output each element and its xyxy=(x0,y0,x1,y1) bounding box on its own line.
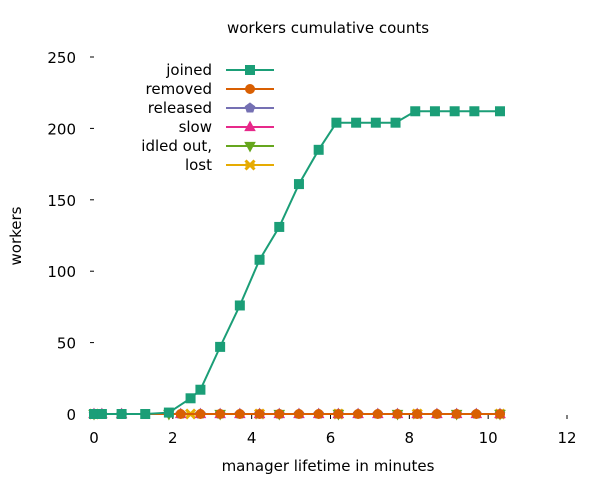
legend-marker xyxy=(244,102,256,113)
data-point xyxy=(469,106,480,117)
legend-label: removed xyxy=(146,80,212,98)
x-tick-label: 8 xyxy=(405,429,415,447)
series-1 xyxy=(89,106,505,419)
legend-label: slow xyxy=(179,118,212,136)
chart-title: workers cumulative counts xyxy=(227,19,429,37)
data-point xyxy=(429,106,440,117)
data-point xyxy=(331,117,342,128)
data-point xyxy=(215,341,226,352)
data-point xyxy=(353,409,364,419)
y-tick-label: 250 xyxy=(47,49,76,67)
data-point xyxy=(370,117,381,128)
data-point xyxy=(410,106,421,117)
data-point xyxy=(449,106,460,117)
y-axis-label: workers xyxy=(7,206,25,265)
data-point xyxy=(451,409,462,419)
legend-label: lost xyxy=(185,156,212,174)
data-point xyxy=(185,393,196,404)
data-point xyxy=(274,221,285,232)
x-tick-label: 2 xyxy=(168,429,178,447)
data-point xyxy=(390,117,401,128)
y-tick-label: 0 xyxy=(66,406,76,424)
legend-label: idled out, xyxy=(141,137,212,155)
y-tick-label: 100 xyxy=(47,263,76,281)
x-tick-label: 0 xyxy=(89,429,99,447)
x-tick-label: 12 xyxy=(557,429,576,447)
data-point xyxy=(351,117,362,128)
plot-area xyxy=(88,106,506,421)
data-point xyxy=(471,409,482,419)
data-point xyxy=(392,409,403,419)
data-point xyxy=(372,409,383,419)
data-point xyxy=(293,179,304,190)
series-2 xyxy=(89,409,505,419)
data-point xyxy=(195,384,206,395)
y-tick-label: 150 xyxy=(47,192,76,210)
data-point xyxy=(234,300,245,311)
y-tick-label: 200 xyxy=(47,120,76,138)
x-tick-label: 10 xyxy=(479,429,498,447)
data-point xyxy=(195,409,206,419)
data-point xyxy=(140,409,151,419)
data-point xyxy=(96,409,107,419)
data-point xyxy=(234,409,245,419)
data-point xyxy=(494,409,505,419)
data-point xyxy=(412,409,423,419)
data-point xyxy=(274,409,285,419)
x-axis-label: manager lifetime in minutes xyxy=(222,457,435,475)
legend-marker xyxy=(245,84,255,94)
data-point xyxy=(215,409,226,419)
data-point xyxy=(494,106,505,117)
data-point xyxy=(431,409,442,419)
data-point xyxy=(163,407,174,418)
data-point xyxy=(313,144,324,155)
axes: 0 50 100 150 200 250 0 2 4 6 8 10 12 xyxy=(47,49,576,447)
x-tick-label: 4 xyxy=(247,429,257,447)
data-point xyxy=(293,409,304,419)
legend-marker xyxy=(245,65,255,75)
data-point xyxy=(313,409,324,419)
y-tick-label: 50 xyxy=(57,335,76,353)
legend-marker xyxy=(244,141,256,153)
legend-label: released xyxy=(148,99,212,117)
x-tick-label: 6 xyxy=(326,429,336,447)
legend-marker xyxy=(244,120,256,132)
data-point xyxy=(116,409,127,419)
legend-marker xyxy=(244,159,256,171)
series-line xyxy=(94,110,500,415)
data-point xyxy=(175,409,186,419)
data-point xyxy=(254,254,265,265)
data-point xyxy=(254,409,265,419)
legend-label: joined xyxy=(165,61,212,79)
data-point xyxy=(333,409,344,419)
